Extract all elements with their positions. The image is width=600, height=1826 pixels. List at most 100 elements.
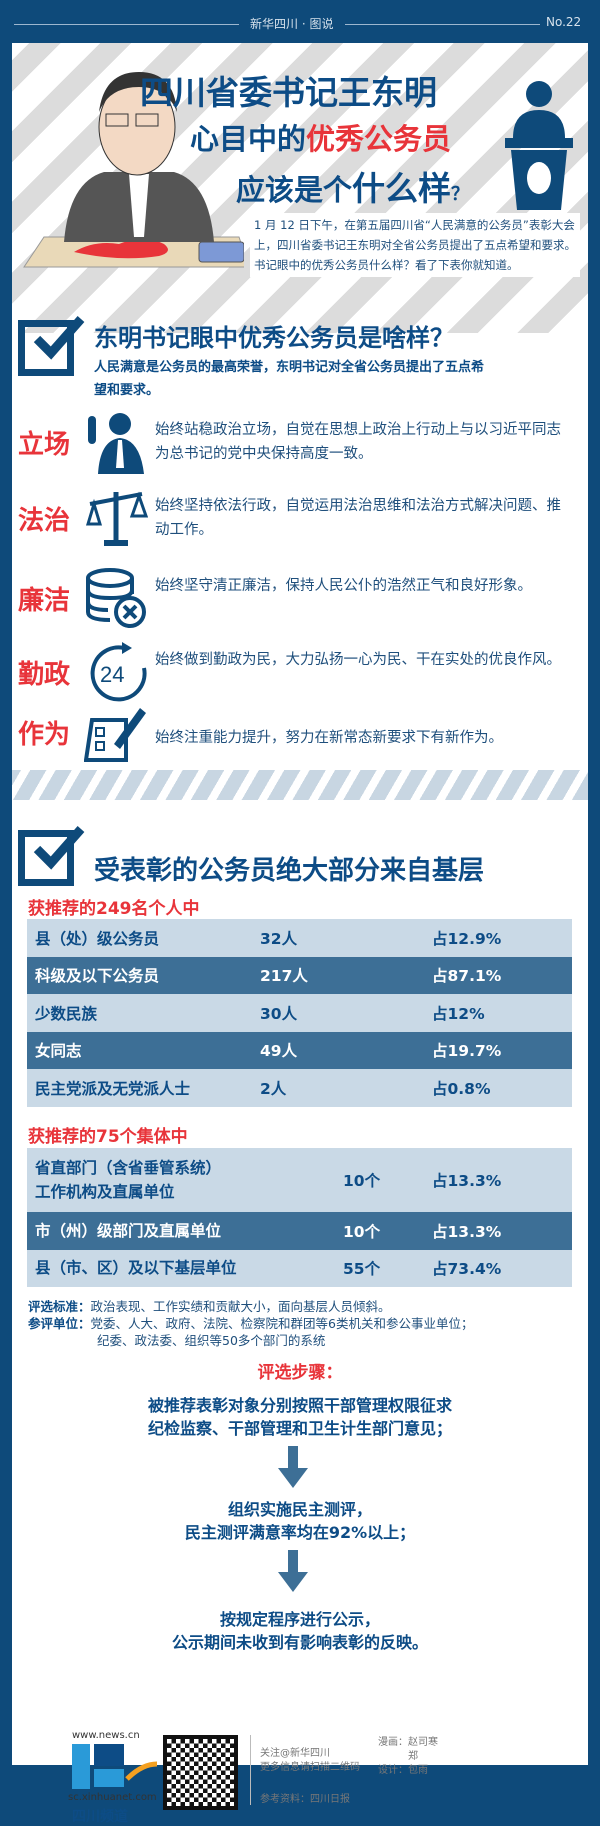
table-row: 县（处）级公务员 32人 占12.9% bbox=[27, 919, 572, 957]
svg-text:24: 24 bbox=[100, 662, 124, 687]
row-count: 217人 bbox=[260, 967, 308, 986]
table-row: 省直部门（含省垂管系统） 工作机构及直属单位 10个 占13.3% bbox=[27, 1148, 572, 1212]
row-name: 民主党派及无党派人士 bbox=[35, 1079, 191, 1098]
requirement-text: 始终做到勤政为民，大力弘扬一心为民、干在实处的优良作风。 bbox=[155, 652, 561, 668]
credit-cartoon: 漫画：赵司寒 bbox=[378, 1737, 438, 1748]
reference-text: 参考资料：四川日报 bbox=[260, 1794, 350, 1805]
units-text: 党委、人大、政府、法院、检察院和群团等6类机关和参公事业单位； bbox=[90, 1316, 474, 1331]
title-emphasis: 什么样 bbox=[352, 169, 452, 208]
row-name-line: 县（市、区）及以下基层单位 bbox=[35, 1259, 237, 1278]
row-count: 10个 bbox=[343, 1222, 381, 1241]
row-share: 占12.9% bbox=[432, 929, 502, 948]
row-count: 32人 bbox=[260, 929, 298, 948]
divider bbox=[14, 24, 239, 25]
row-count: 55个 bbox=[343, 1260, 381, 1279]
row-name: 县（市、区）及以下基层单位 bbox=[27, 1250, 335, 1288]
series-title: 新华四川 · 图说 bbox=[250, 17, 334, 31]
person-raising-hand-icon bbox=[88, 413, 144, 474]
stripe-divider bbox=[12, 770, 588, 800]
units-label: 参评单位： bbox=[28, 1316, 91, 1331]
steps-title: 评选步骤： bbox=[257, 1363, 343, 1383]
row-name: 市（州）级部门及直属单位 bbox=[27, 1212, 335, 1250]
table-row: 少数民族 30人 占12% bbox=[27, 994, 572, 1032]
arrow-down-icon bbox=[278, 1550, 308, 1592]
criteria-row: 评选标准：政治表现、工作实绩和贡献大小，面向基层人员倾斜。 bbox=[28, 1298, 568, 1315]
step-line: 按规定程序进行公示， bbox=[219, 1610, 380, 1629]
requirement-label: 立场 bbox=[18, 430, 71, 460]
clock-24-icon: 24 bbox=[90, 642, 147, 702]
official-cartoon-illustration bbox=[23, 72, 244, 268]
qr-code[interactable] bbox=[163, 1735, 238, 1810]
requirement-text: 始终坚守清正廉洁，保持人民公仆的浩然正气和良好形象。 bbox=[155, 578, 532, 594]
divider bbox=[250, 1735, 251, 1805]
coins-cancel-icon bbox=[86, 568, 146, 628]
row-name-line: 市（州）级部门及直属单位 bbox=[35, 1221, 222, 1240]
title-text: 应该是个 bbox=[236, 173, 353, 207]
requirement-label: 作为 bbox=[18, 720, 71, 750]
selection-step: 组织实施民主测评， 民主测评满意率均在92%以上； bbox=[12, 1498, 588, 1544]
requirement-item: 法治 始终坚持依法行政，自觉运用法治思维和法治方式解决问题、推动工作。 bbox=[0, 486, 576, 556]
notes: 评选标准：政治表现、工作实绩和贡献大小，面向基层人员倾斜。 参评单位：党委、人大… bbox=[28, 1298, 568, 1349]
intro-text: 1 月 12 日下午，在第五届四川省“人民满意的公务员”表彰大会上，四川省委书记… bbox=[250, 213, 580, 277]
row-count: 49人 bbox=[260, 1042, 298, 1061]
requirement-label: 勤政 bbox=[18, 660, 71, 690]
table-row: 科级及以下公务员 217人 占87.1% bbox=[27, 956, 572, 994]
title-highlight: 优秀公务员 bbox=[306, 122, 452, 156]
row-name: 少数民族 bbox=[35, 1004, 98, 1023]
arrow-down-icon bbox=[278, 1446, 308, 1488]
individuals-table: 县（处）级公务员 32人 占12.9% 科级及以下公务员 217人 占87.1% 少数民族 3… bbox=[27, 919, 572, 1107]
step-line: 被推荐表彰对象分别按照干部管理权限征求 bbox=[147, 1396, 452, 1415]
credit-design: 设计：包雨 bbox=[378, 1765, 428, 1776]
row-share: 占19.7% bbox=[432, 1042, 502, 1061]
channel-name: 四川频道 bbox=[72, 1809, 128, 1825]
xinhua-news-logo bbox=[72, 1744, 157, 1789]
row-name-line: 省直部门（含省垂管系统） bbox=[35, 1159, 222, 1177]
row-count: 30人 bbox=[260, 1004, 298, 1023]
row-share: 占12% bbox=[432, 1004, 485, 1023]
criteria-label: 评选标准： bbox=[28, 1299, 91, 1314]
checklist-pen-icon bbox=[84, 708, 146, 762]
section2-title: 受表彰的公务员绝大部分来自基层 bbox=[94, 856, 485, 886]
row-name: 省直部门（含省垂管系统） 工作机构及直属单位 bbox=[27, 1148, 335, 1212]
requirement-item: 廉洁 始终坚守清正廉洁，保持人民公仆的浩然正气和良好形象。 bbox=[0, 566, 576, 636]
table-row: 民主党派及无党派人士 2人 占0.8% bbox=[27, 1069, 572, 1107]
row-name: 科级及以下公务员 bbox=[35, 967, 160, 986]
row-share: 占13.3% bbox=[432, 1172, 502, 1190]
section1-subtitle: 人民满意是公务员的最高荣誉，东明书记对全省公务员提出了五点希望和要求。 bbox=[94, 360, 485, 398]
step-line: 公示期间未收到有影响表彰的反映。 bbox=[171, 1633, 428, 1652]
units-text-2: 纪委、政法委、组织等50多个部门的系统 bbox=[97, 1333, 326, 1348]
credit-text: 郑 bbox=[408, 1751, 418, 1762]
row-name-line: 工作机构及直属单位 bbox=[35, 1183, 175, 1201]
scales-icon bbox=[85, 491, 148, 546]
requirement-text: 始终坚持依法行政，自觉运用法治思维和法治方式解决问题、推动工作。 bbox=[155, 498, 561, 538]
hero-title-line1: 四川省委书记王东明 bbox=[140, 73, 437, 112]
row-share: 占73.4% bbox=[432, 1260, 502, 1279]
step-line: 民主测评满意率均在92%以上； bbox=[184, 1523, 416, 1542]
requirement-item: 立场 始终站稳政治立场，自觉在思想上政治上行动上与以习近平同志为总书记的党中央保… bbox=[0, 410, 576, 480]
groups-table: 省直部门（含省垂管系统） 工作机构及直属单位 10个 占13.3% 市（州）级部门及直属… bbox=[27, 1148, 572, 1287]
hero-title-line2: 心目中的优秀公务员 bbox=[190, 116, 451, 158]
requirement-label: 廉洁 bbox=[18, 586, 71, 616]
individuals-label: 获推荐的249名个人中 bbox=[28, 899, 200, 919]
requirement-label: 法治 bbox=[18, 506, 71, 536]
row-share: 占0.8% bbox=[432, 1079, 491, 1098]
table-row: 女同志 49人 占19.7% bbox=[27, 1031, 572, 1069]
site-url-2: sc.xinhuanet.com bbox=[68, 1792, 157, 1803]
follow-text: 关注@新华四川 bbox=[260, 1748, 330, 1759]
row-share: 占87.1% bbox=[432, 967, 502, 986]
row-name: 县（处）级公务员 bbox=[35, 929, 160, 948]
issue-number: No.22 bbox=[546, 15, 582, 29]
row-count: 10个 bbox=[343, 1172, 381, 1190]
hero-title-line3: 应该是个什么样？ bbox=[236, 162, 469, 210]
groups-label: 获推荐的75个集体中 bbox=[28, 1127, 188, 1147]
title-question-mark: ？ bbox=[451, 184, 470, 205]
checkbox-icon bbox=[18, 316, 85, 376]
table-row: 市（州）级部门及直属单位 10个 占13.3% bbox=[27, 1212, 572, 1250]
row-count: 2人 bbox=[260, 1079, 287, 1098]
row-name: 女同志 bbox=[35, 1042, 82, 1061]
step-line: 组织实施民主测评， bbox=[227, 1500, 372, 1519]
divider bbox=[345, 24, 540, 25]
selection-step: 按规定程序进行公示， 公示期间未收到有影响表彰的反映。 bbox=[12, 1608, 588, 1654]
requirement-text: 始终注重能力提升，努力在新常态新要求下有新作为。 bbox=[155, 730, 503, 746]
row-share: 占13.3% bbox=[432, 1222, 502, 1241]
